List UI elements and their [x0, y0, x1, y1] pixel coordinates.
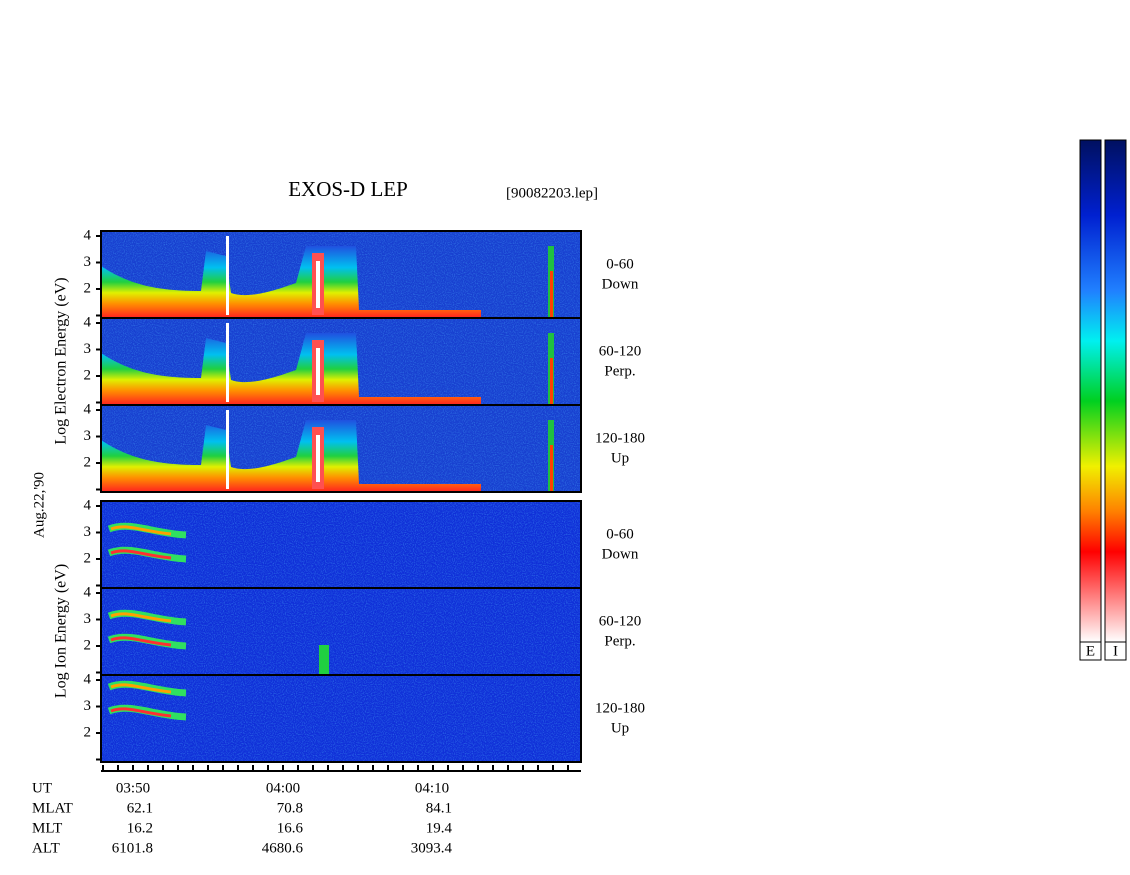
spectrogram-panel [100, 500, 582, 589]
panel-noise [101, 588, 581, 675]
x-tick-label: 03:50 [116, 780, 150, 796]
y-tick-label: 3 [84, 254, 92, 270]
colorbar-e [1079, 139, 1102, 643]
file-name: [90082203.lep] [506, 185, 598, 201]
y-tick-label: 3 [84, 698, 92, 714]
y-tick-label: 2 [84, 724, 92, 740]
y-tick-label: 4 [84, 314, 92, 330]
panel-angle: 120-180 [595, 700, 645, 716]
electron-flux [101, 246, 481, 318]
panel-angle: 60-120 [599, 613, 642, 629]
ion-band [110, 683, 172, 694]
colorbar-label: I [1113, 643, 1118, 659]
colorbar: E I [1079, 139, 1127, 661]
y-tick-label: 4 [84, 671, 92, 687]
date: Aug.22,'90 [31, 472, 47, 538]
footer-label: MLAT [32, 800, 73, 816]
spectrogram-panel [100, 230, 582, 319]
colorbar-box [1079, 641, 1102, 661]
y-tick-label: 3 [84, 611, 92, 627]
panel-angle: 0-60 [606, 526, 634, 542]
y-tick-label: 2 [84, 367, 92, 383]
y-tick-label: 3 [84, 524, 92, 540]
colorbar-label: E [1086, 643, 1095, 659]
spectrogram-panel [100, 674, 582, 763]
panel-angle: 0-60 [606, 256, 634, 272]
data-gap [226, 410, 229, 489]
ion-burst [319, 645, 329, 675]
panel-direction: Perp. [604, 363, 635, 379]
y-tick-label: 4 [84, 227, 92, 243]
spectrogram-panel [100, 317, 582, 406]
panel-frame [100, 674, 582, 763]
title: EXOS-D LEP [288, 177, 408, 201]
y-tick-label: 2 [84, 454, 92, 470]
footer-value: 4680.6 [262, 840, 304, 856]
footer-value: 62.1 [127, 800, 153, 816]
spectrogram-panel [100, 587, 582, 676]
footer-value: 16.2 [127, 820, 153, 836]
colorbar-i [1104, 139, 1127, 643]
y-tick-label: 4 [84, 584, 92, 600]
colorbar-box [1104, 641, 1127, 661]
ion-band [110, 549, 172, 560]
footer-label: ALT [32, 840, 60, 856]
panel-direction: Up [611, 720, 629, 736]
ion-band [110, 612, 172, 623]
footer-value: 70.8 [277, 800, 303, 816]
panel-direction: Down [602, 546, 639, 562]
panel-direction: Down [602, 276, 639, 292]
ion-band [110, 525, 172, 536]
electron-burst [316, 348, 320, 395]
spectrogram-panel [100, 404, 582, 493]
y-tick-label: 2 [84, 280, 92, 296]
y-tick-label: 2 [84, 637, 92, 653]
axis-label: Log Electron Energy (eV) [53, 277, 70, 444]
panel-angle: 120-180 [595, 430, 645, 446]
y-tick-label: 4 [84, 401, 92, 417]
panel-noise [101, 501, 581, 588]
footer-value: 6101.8 [112, 840, 153, 856]
y-tick-label: 3 [84, 341, 92, 357]
y-tick-label: 4 [84, 497, 92, 513]
panel-direction: Up [611, 450, 629, 466]
axis-label: Log Ion Energy (eV) [53, 564, 70, 698]
data-gap [226, 323, 229, 402]
electron-burst [316, 261, 320, 308]
footer-value: 16.6 [277, 820, 304, 836]
panel-frame [100, 404, 582, 493]
x-tick-label: 04:00 [266, 780, 300, 796]
panel-direction: Perp. [604, 633, 635, 649]
footer-value: 3093.4 [411, 840, 453, 856]
electron-flux [101, 420, 481, 492]
electron-burst [550, 358, 553, 405]
ion-band [110, 707, 172, 718]
data-gap [226, 236, 229, 315]
electron-burst [550, 445, 553, 492]
electron-flux [101, 333, 481, 405]
y-tick-label: 3 [84, 428, 92, 444]
footer-label: MLT [32, 820, 62, 836]
footer-value: 19.4 [426, 820, 453, 836]
footer-value: 84.1 [426, 800, 452, 816]
ion-band [110, 636, 172, 647]
y-tick-label: 2 [84, 550, 92, 566]
electron-burst [550, 271, 553, 318]
electron-burst [316, 435, 320, 482]
footer-label: UT [32, 780, 52, 796]
x-tick-label: 04:10 [415, 780, 449, 796]
panel-angle: 60-120 [599, 343, 642, 359]
